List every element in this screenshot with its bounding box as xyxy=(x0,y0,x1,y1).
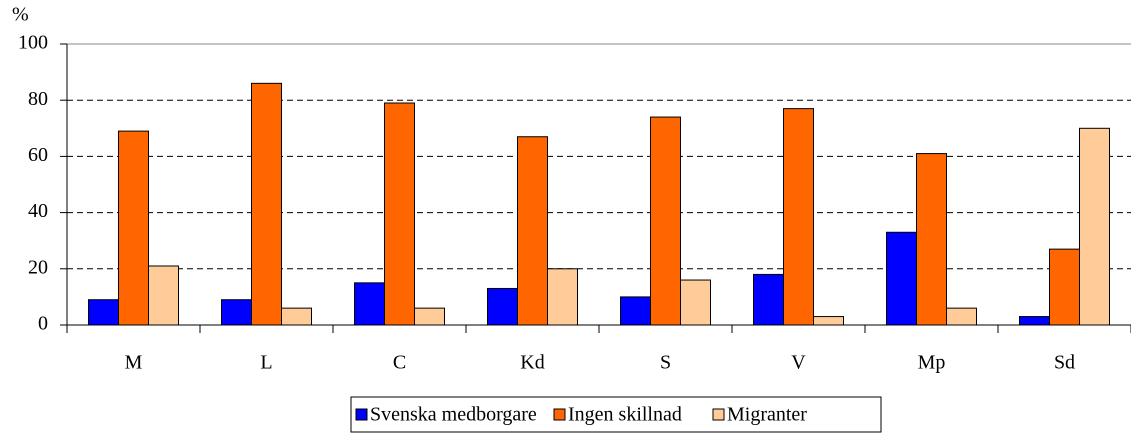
legend-swatch xyxy=(553,408,566,421)
bar xyxy=(118,130,149,326)
bar xyxy=(221,299,252,326)
bar xyxy=(1049,248,1080,326)
y-tick-label: 0 xyxy=(38,313,48,335)
bar xyxy=(251,82,282,326)
y-tick-label: 80 xyxy=(28,88,48,110)
y-tick-label: 60 xyxy=(28,144,48,166)
x-tick-label: Sd xyxy=(1054,352,1075,374)
legend-swatch xyxy=(712,408,725,421)
x-tick-label: C xyxy=(393,352,406,374)
bar xyxy=(620,296,651,326)
bar xyxy=(547,268,578,326)
bar xyxy=(517,136,548,326)
legend-label: Ingen skillnad xyxy=(568,404,682,426)
bar xyxy=(88,299,119,326)
y-tick-label: 100 xyxy=(18,32,48,54)
legend-label: Migranter xyxy=(727,404,807,426)
legend-box xyxy=(350,396,882,433)
y-tick-label: 20 xyxy=(28,256,48,278)
bar xyxy=(384,102,415,326)
bar xyxy=(354,282,385,326)
x-tick-label: Mp xyxy=(918,352,946,374)
bar xyxy=(281,307,312,326)
bar xyxy=(783,108,814,326)
x-tick-label: Kd xyxy=(520,352,544,374)
bar xyxy=(753,273,784,326)
bar xyxy=(813,316,844,326)
bar xyxy=(487,287,518,326)
bar xyxy=(680,279,711,326)
bar xyxy=(650,116,681,326)
y-tick-label: 40 xyxy=(28,200,48,222)
bar xyxy=(946,307,977,326)
bar xyxy=(1079,127,1110,326)
bar xyxy=(916,153,947,326)
legend-swatch xyxy=(355,408,368,421)
x-tick-label: L xyxy=(260,352,272,374)
bar xyxy=(886,231,917,326)
legend-label: Svenska medborgare xyxy=(370,404,537,426)
y-axis-label: % xyxy=(12,4,29,26)
x-tick-label: M xyxy=(125,352,143,374)
x-tick-label: V xyxy=(791,352,806,374)
bar xyxy=(414,307,445,326)
x-tick-label: S xyxy=(660,352,671,374)
bar xyxy=(1019,316,1050,326)
bar xyxy=(148,265,179,326)
